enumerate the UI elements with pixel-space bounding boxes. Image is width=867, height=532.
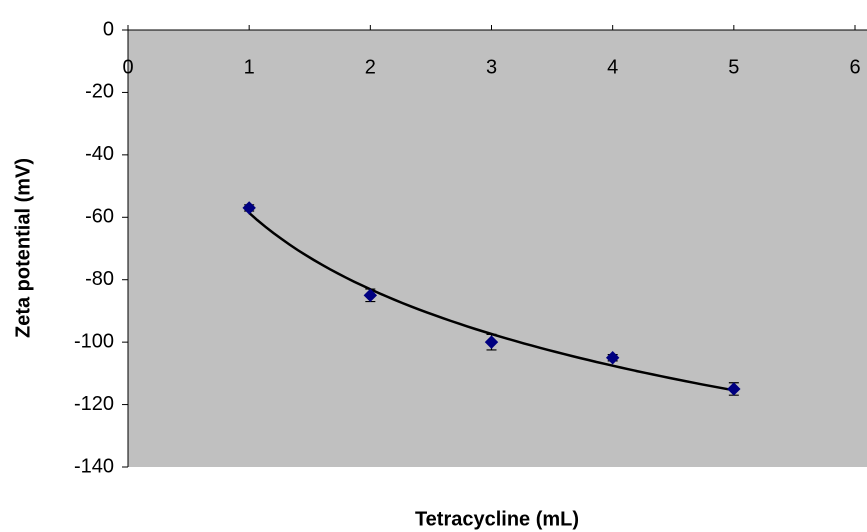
x-tick-label: 1 xyxy=(244,56,255,78)
data-point xyxy=(363,288,378,303)
x-tick-label: 4 xyxy=(607,56,618,78)
y-axis-title: Zeta potential (mV) xyxy=(12,158,34,338)
x-tick-label: 2 xyxy=(365,56,376,78)
data-point xyxy=(727,382,741,396)
data-point xyxy=(484,335,499,349)
y-tick-label: -20 xyxy=(85,81,114,103)
x-tick-label: 5 xyxy=(728,56,739,78)
y-tick-label: -100 xyxy=(74,330,114,352)
data-point xyxy=(242,201,256,215)
y-tick-label: -140 xyxy=(74,455,114,477)
y-tick-label: -80 xyxy=(85,268,114,290)
y-tick-label: -60 xyxy=(85,206,114,228)
y-tick-label: -40 xyxy=(85,143,114,165)
x-tick-label: 3 xyxy=(486,56,497,78)
y-tick-label: -120 xyxy=(74,393,114,415)
x-tick-label: 0 xyxy=(122,56,133,78)
data-point xyxy=(605,351,620,365)
plot-area xyxy=(128,30,867,467)
y-tick-label: 0 xyxy=(103,18,114,40)
x-tick-label: 6 xyxy=(849,56,860,78)
x-axis-title: Tetracycline (mL) xyxy=(415,508,579,530)
